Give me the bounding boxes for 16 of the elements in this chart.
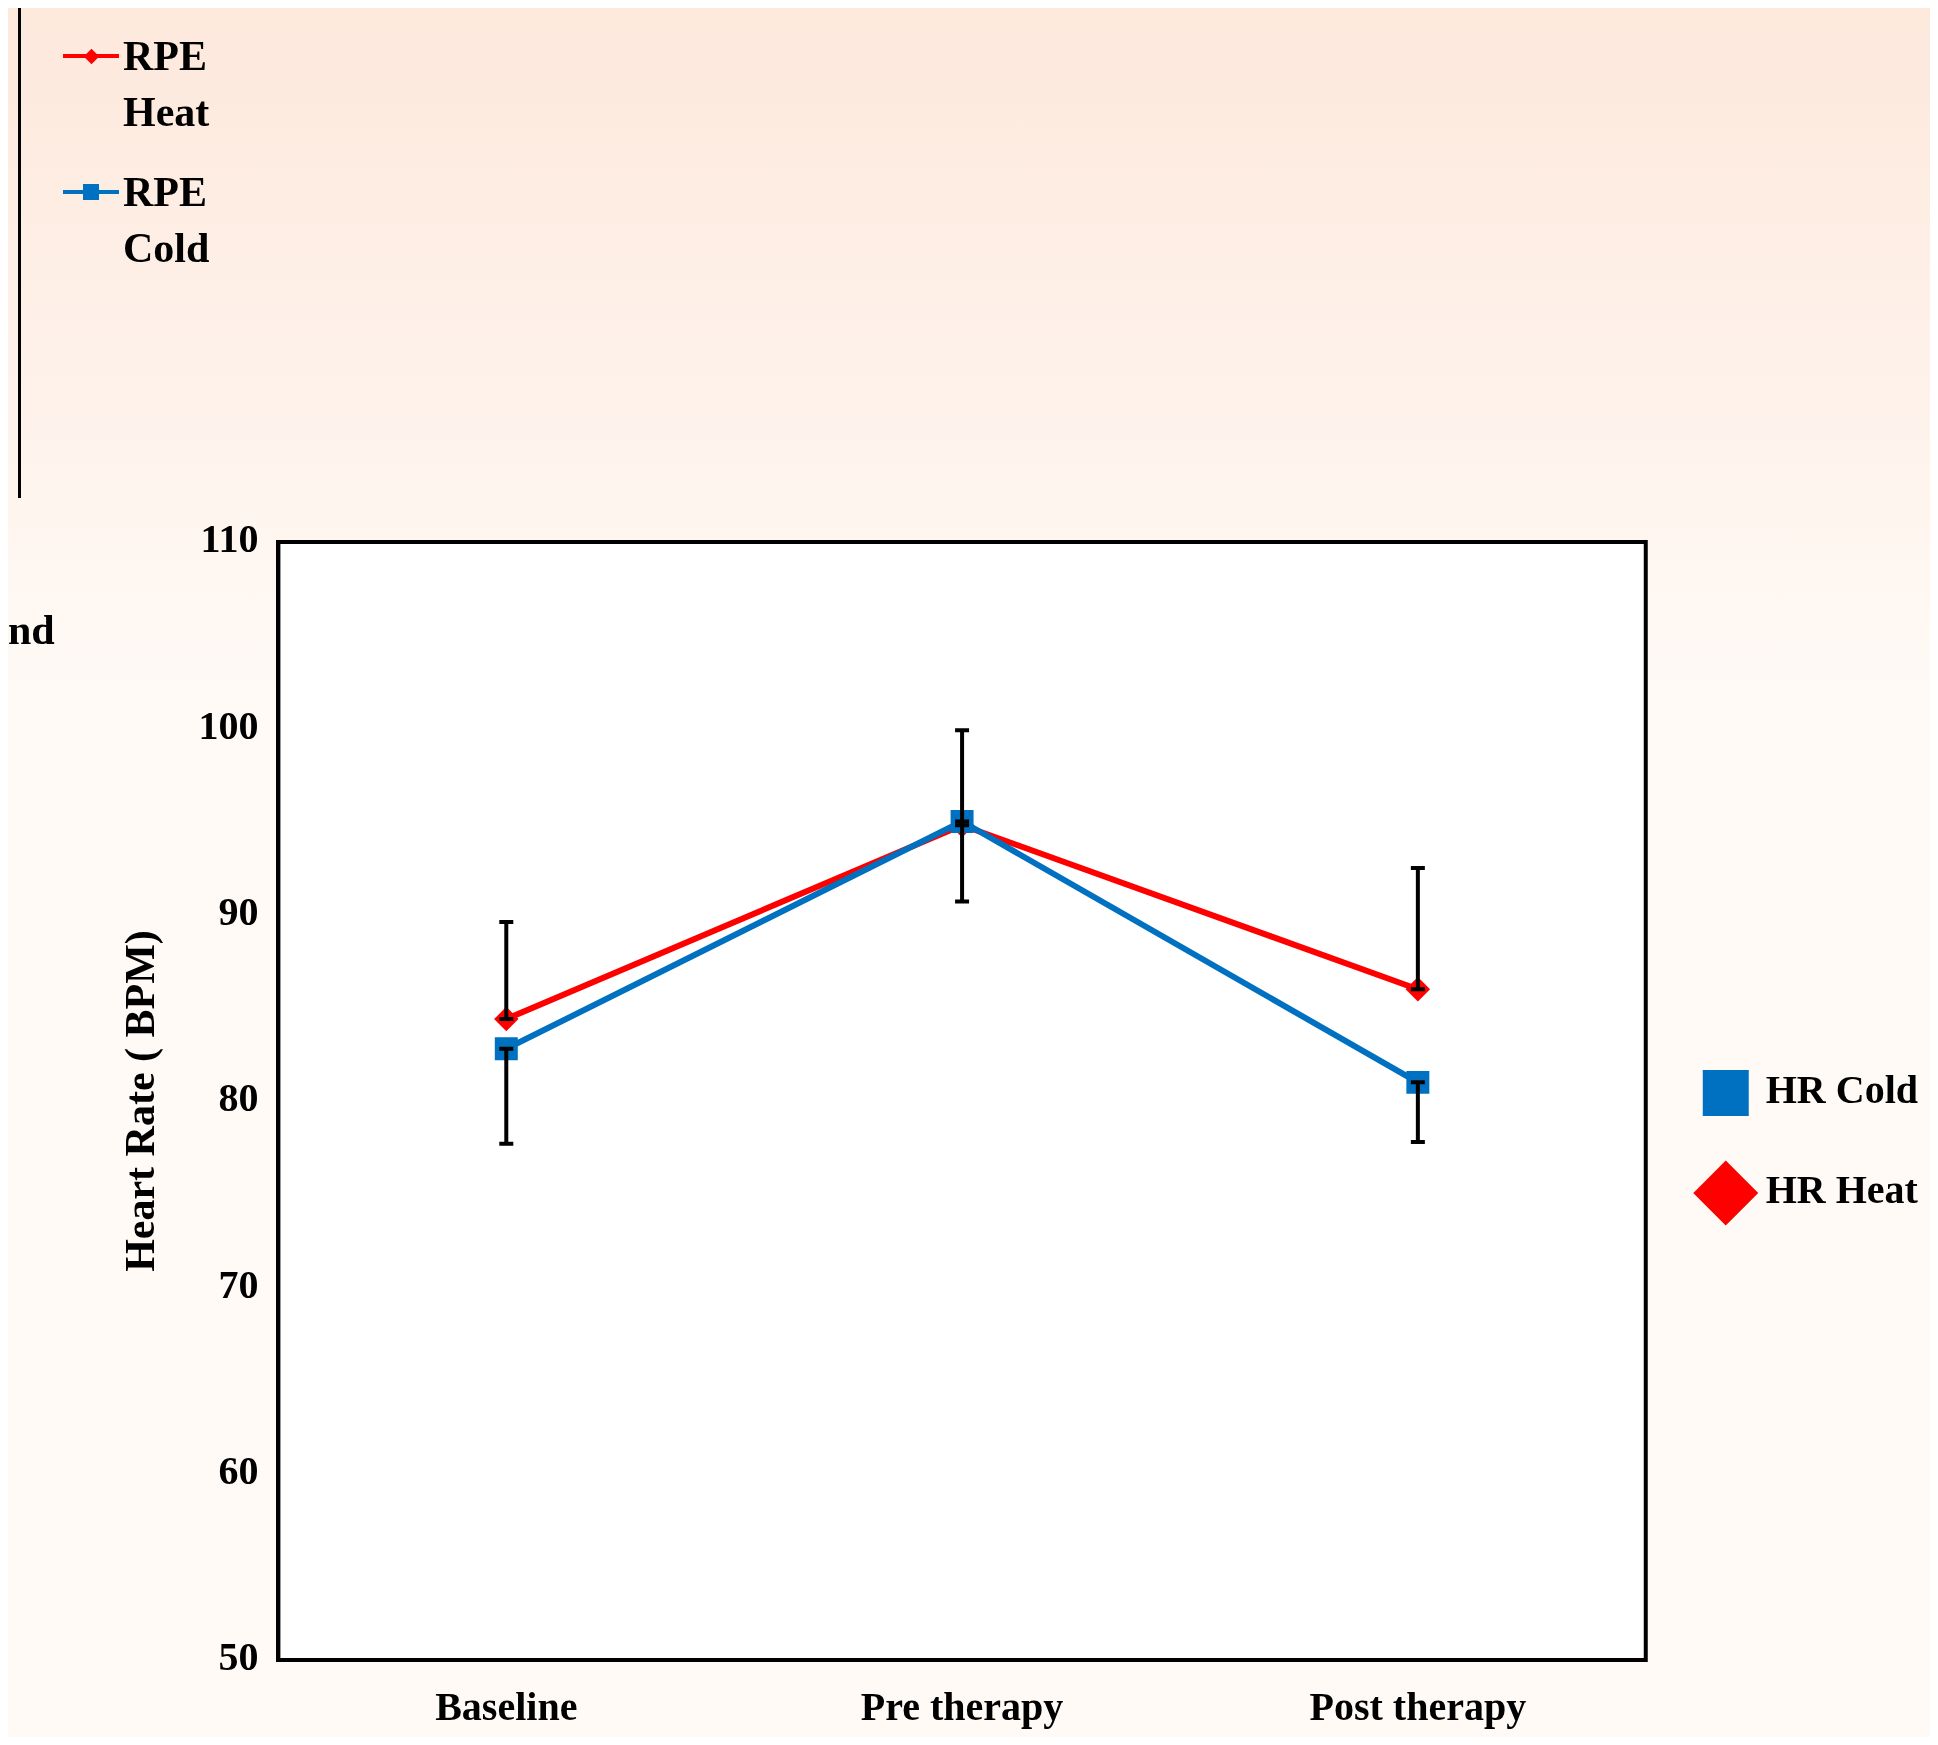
y-tick-label: 110	[200, 516, 259, 562]
y-tick-label: 80	[218, 1075, 259, 1121]
text: RPE Heat	[123, 32, 210, 137]
y-axis-title: Heart Rate ( BPM)	[117, 930, 165, 1272]
x-tick-label: Post therapy	[1309, 1684, 1527, 1730]
legend-label: HR Heat	[1765, 1167, 1919, 1213]
y-tick-label: 70	[218, 1261, 259, 1307]
x-tick-label: Pre therapy	[860, 1684, 1064, 1730]
y-tick-label: 50	[218, 1634, 259, 1680]
y-tick-label: 60	[218, 1447, 259, 1493]
legend-label: HR Cold	[1765, 1067, 1918, 1113]
text: RPE Cold	[123, 168, 210, 273]
y-tick-label: 100	[198, 702, 259, 748]
text: nd	[8, 606, 55, 654]
y-tick-label: 90	[218, 888, 259, 934]
x-tick-label: Baseline	[435, 1684, 578, 1730]
